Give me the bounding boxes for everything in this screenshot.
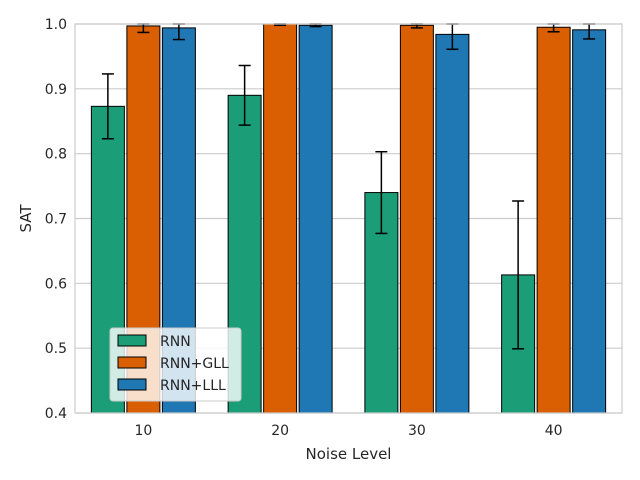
- y-tick-labels: 0.4 0.5 0.6 0.7 0.8 0.9 1.0: [45, 17, 67, 422]
- bar: [399, 24, 434, 414]
- legend-swatch: [117, 378, 147, 391]
- y-tick-label: 0.8: [45, 147, 67, 163]
- bar: [536, 26, 571, 414]
- x-tick-label: 30: [408, 423, 426, 439]
- x-tick-label: 20: [271, 423, 289, 439]
- bar: [298, 24, 333, 414]
- bar: [572, 29, 607, 414]
- y-tick-label: 0.5: [45, 341, 67, 357]
- legend-swatch: [117, 356, 147, 369]
- y-tick-label: 0.9: [45, 82, 67, 98]
- y-tick-label: 0.6: [45, 276, 67, 292]
- y-tick-label: 1.0: [45, 17, 67, 33]
- bar: [263, 23, 298, 414]
- y-tick-label: 0.4: [45, 406, 67, 422]
- y-tick-label: 0.7: [45, 212, 67, 228]
- legend: RNN RNN+GLL RNN+LLL: [109, 327, 242, 402]
- bar: [435, 33, 470, 414]
- y-axis-label: SAT: [17, 204, 35, 233]
- plot-frame: [74, 23, 623, 414]
- legend-label: RNN+LLL: [160, 378, 226, 394]
- legend-label: RNN+GLL: [160, 356, 229, 372]
- legend-label: RNN: [160, 334, 191, 350]
- legend-swatch: [117, 334, 147, 347]
- x-tick-label: 10: [134, 423, 152, 439]
- x-axis-label: Noise Level: [306, 445, 392, 463]
- x-tick-label: 40: [545, 423, 563, 439]
- x-tick-labels: 10 20 30 40: [134, 423, 562, 439]
- bar: [227, 94, 262, 414]
